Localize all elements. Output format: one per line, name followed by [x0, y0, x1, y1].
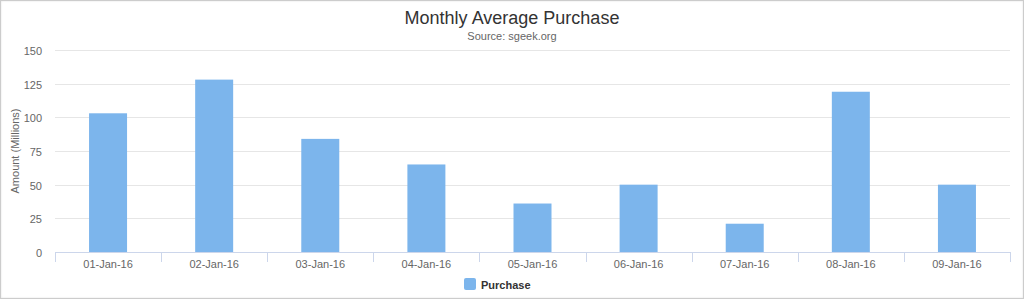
- x-tick-label: 05-Jan-16: [508, 258, 558, 270]
- bars: [89, 80, 976, 252]
- bar: [407, 164, 445, 252]
- y-axis-label: Amount (Millions): [9, 109, 21, 194]
- x-tick-label: 03-Jan-16: [296, 258, 346, 270]
- x-tick: [479, 252, 480, 262]
- chart: Monthly Average Purchase Source: sgeek.or…: [0, 0, 1024, 299]
- grid-line: [55, 50, 1010, 51]
- y-tick-label: 25: [30, 213, 42, 225]
- y-tick-label: 100: [24, 112, 42, 124]
- grid-line: [55, 252, 1010, 253]
- x-tick: [586, 252, 587, 262]
- y-tick-label: 0: [36, 247, 42, 259]
- legend-swatch: [464, 278, 476, 290]
- x-tick: [904, 252, 905, 262]
- x-tick-label: 04-Jan-16: [402, 258, 452, 270]
- subtitle: Source: sgeek.org: [467, 30, 556, 42]
- x-tick: [1010, 252, 1011, 262]
- bar: [620, 185, 658, 252]
- legend: Purchase: [464, 278, 531, 291]
- x-tick-label: 08-Jan-16: [826, 258, 876, 270]
- y-tick-label: 150: [24, 45, 42, 57]
- x-tick: [373, 252, 374, 262]
- bar: [301, 139, 339, 252]
- bar: [514, 204, 552, 252]
- x-tick: [692, 252, 693, 262]
- title: Monthly Average Purchase: [405, 8, 620, 28]
- chart-frame: [0, 0, 1024, 299]
- bar: [195, 80, 233, 252]
- bar: [938, 185, 976, 252]
- x-tick-label: 07-Jan-16: [720, 258, 770, 270]
- bar: [832, 92, 870, 252]
- x-tick-label: 02-Jan-16: [189, 258, 239, 270]
- x-tick: [55, 252, 56, 262]
- y-tick-label: 75: [30, 146, 42, 158]
- bar: [89, 113, 127, 252]
- x-tick: [798, 252, 799, 262]
- x-tick: [161, 252, 162, 262]
- x-tick-label: 09-Jan-16: [932, 258, 982, 270]
- x-tick: [267, 252, 268, 262]
- y-tick-label: 50: [30, 180, 42, 192]
- y-tick-label: 125: [24, 79, 42, 91]
- x-axis-line: [55, 252, 1010, 253]
- x-tick-label: 01-Jan-16: [83, 258, 133, 270]
- bar: [726, 224, 764, 252]
- legend-label: Purchase: [481, 279, 531, 291]
- x-tick-label: 06-Jan-16: [614, 258, 664, 270]
